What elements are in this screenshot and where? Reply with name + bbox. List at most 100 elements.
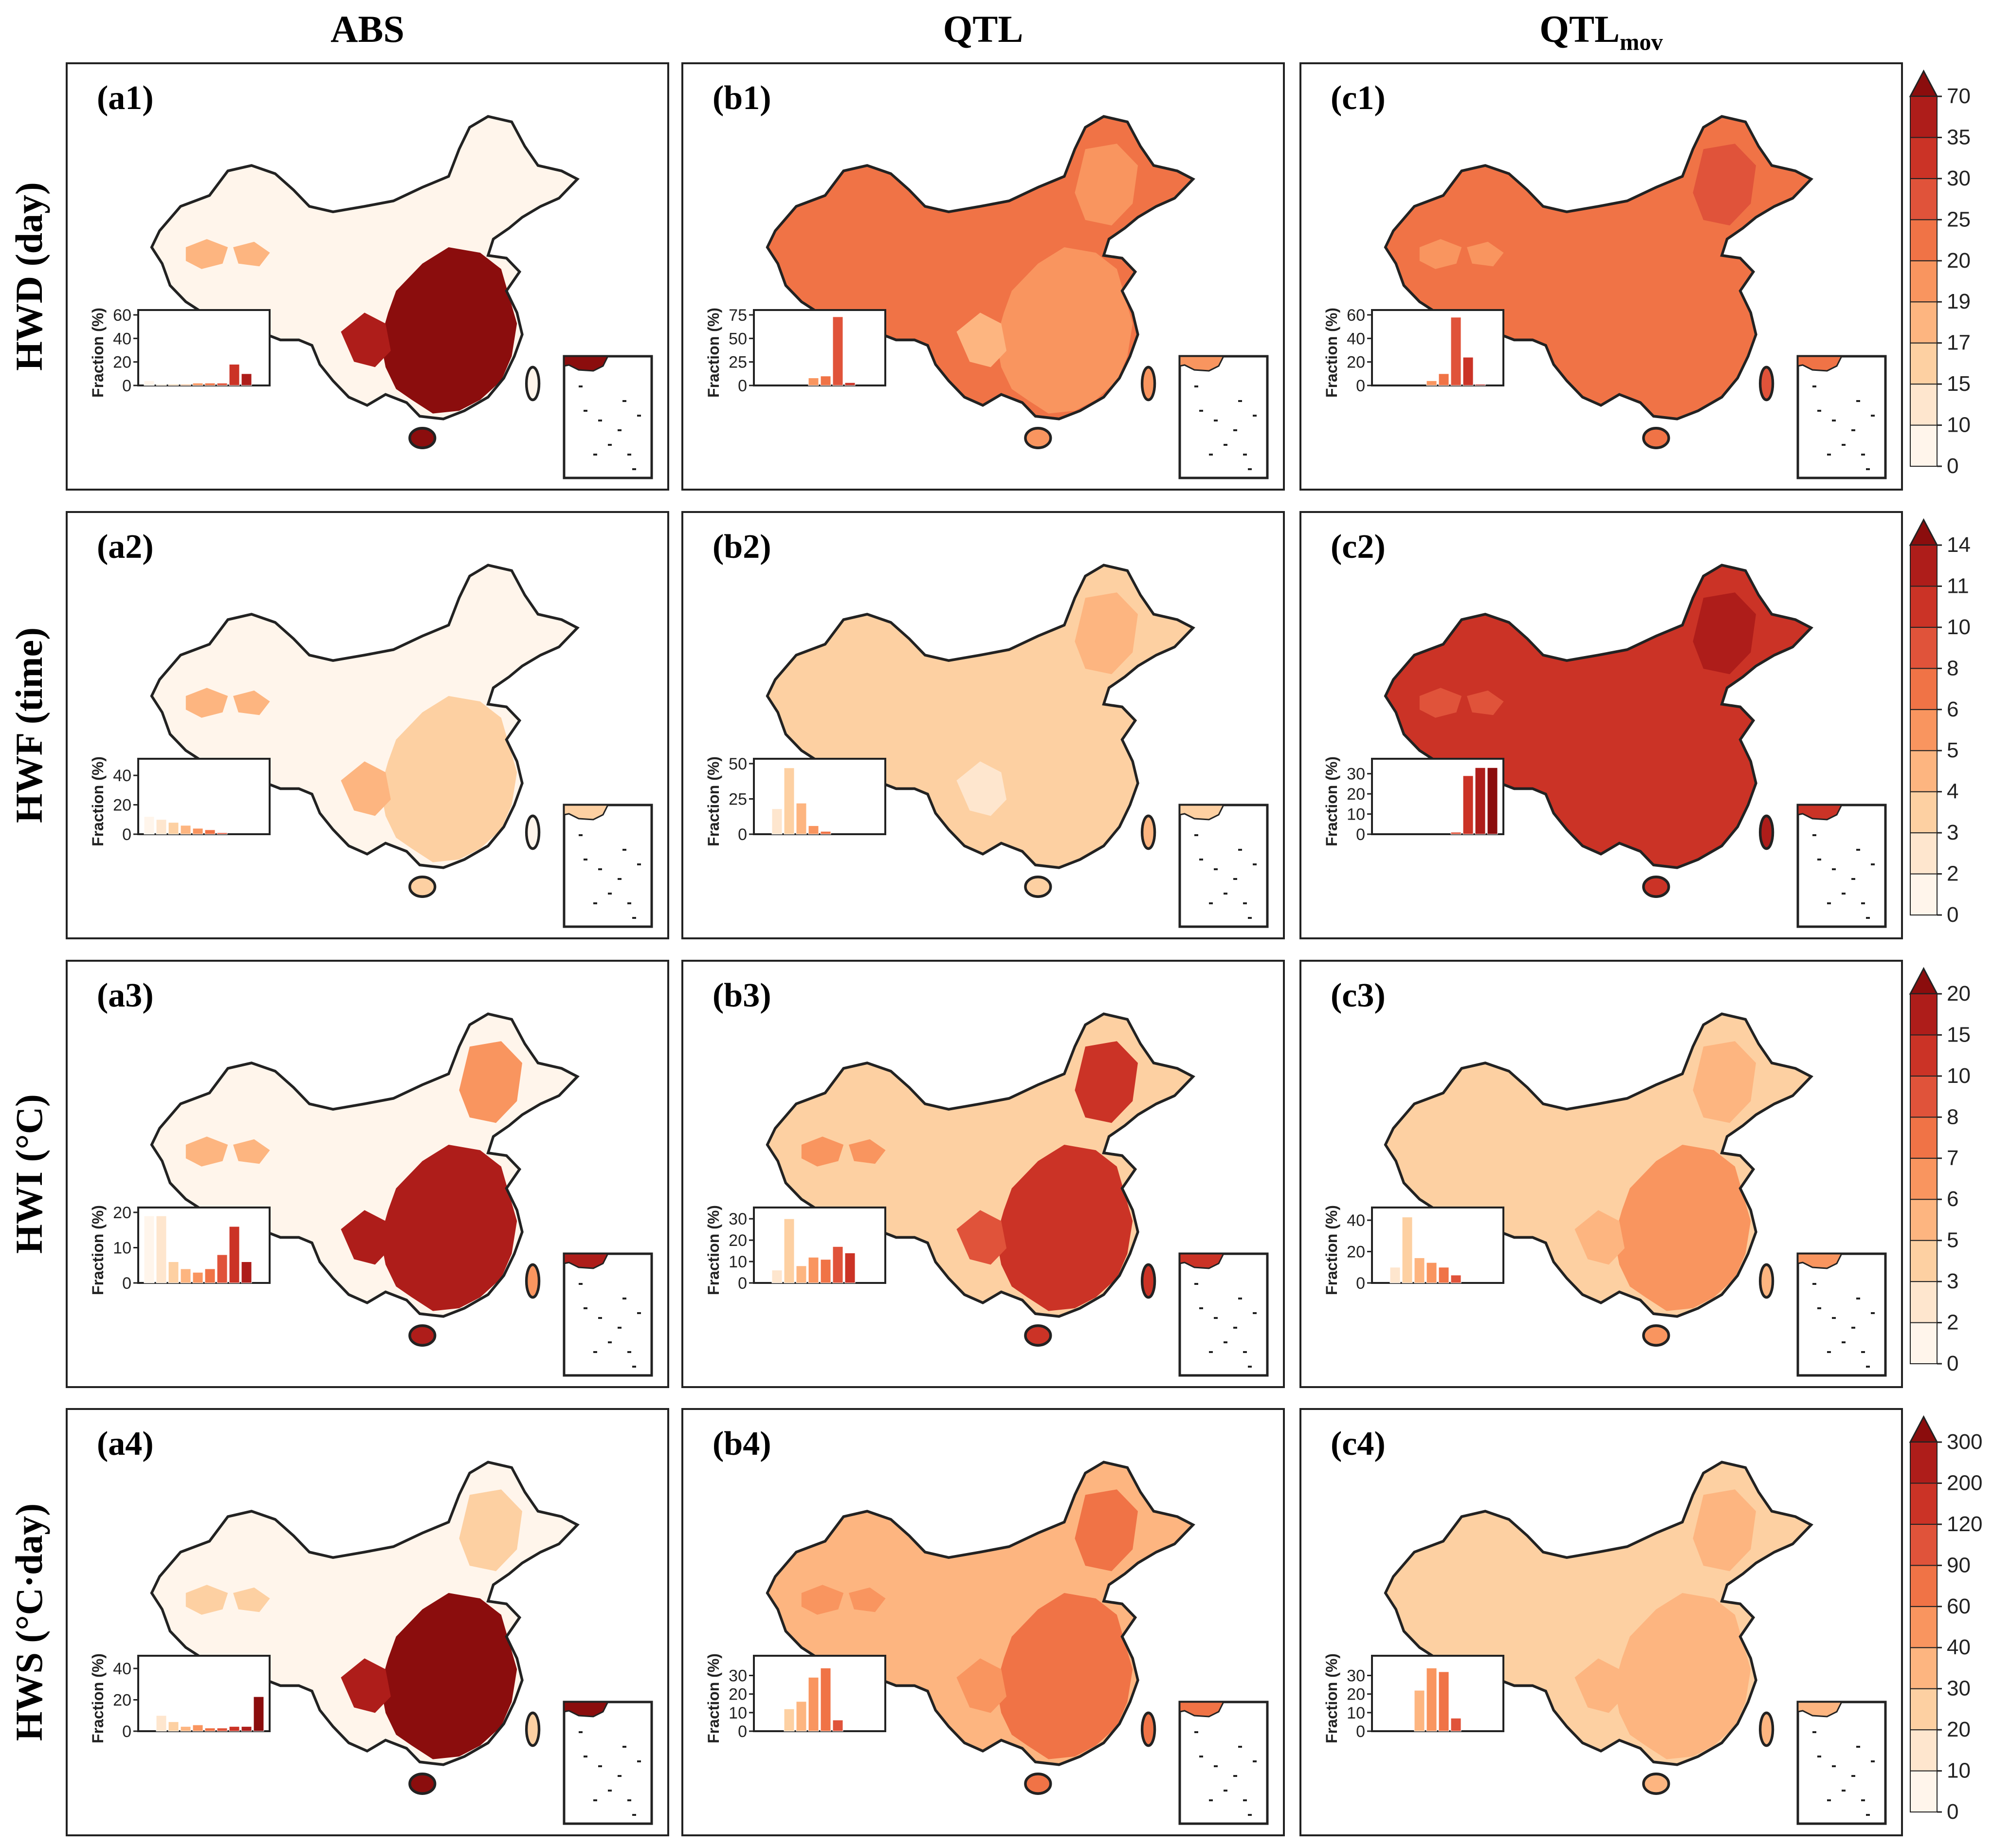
map-region-west-1 bbox=[801, 688, 844, 718]
inset-island-dash bbox=[1243, 1799, 1247, 1801]
inset-coast bbox=[1797, 804, 1843, 821]
inset-island-dash bbox=[1224, 893, 1227, 895]
map-region-southwest bbox=[956, 312, 1006, 367]
inset-island-dash bbox=[1871, 863, 1875, 865]
histogram-ylabel: Fraction (%) bbox=[1323, 1653, 1340, 1743]
colorbar-segment bbox=[1910, 260, 1938, 303]
inset-island-dash bbox=[608, 1790, 612, 1792]
map-region-east bbox=[1614, 696, 1751, 862]
histogram-bar bbox=[192, 828, 203, 835]
inset-histogram: 0 20 40 60 Fraction (%) bbox=[89, 306, 271, 398]
histogram-bar bbox=[217, 1254, 228, 1283]
inset-island-dash bbox=[1224, 1341, 1227, 1343]
panel-svg: 0 20 40 Fraction (%) bbox=[1323, 1012, 1887, 1377]
map-region-northeast bbox=[1075, 144, 1138, 226]
inset-island-dash bbox=[1827, 1351, 1831, 1353]
histogram-ytick-label: 10 bbox=[1347, 805, 1365, 824]
map-region-southwest bbox=[956, 1210, 1006, 1265]
inset-coast bbox=[1179, 1253, 1225, 1269]
inset-island-dash bbox=[1832, 420, 1836, 421]
colorbar-tick-label: 20 bbox=[1947, 1718, 1971, 1741]
map-region-west-2 bbox=[1467, 690, 1504, 715]
histogram-bar bbox=[217, 832, 228, 835]
histogram-bar bbox=[1414, 1690, 1425, 1732]
histogram-ytick-label: 20 bbox=[1347, 785, 1365, 804]
inset-island-dash bbox=[1248, 468, 1252, 470]
south-china-sea-inset bbox=[1796, 1252, 1887, 1377]
histogram-bar bbox=[168, 1721, 179, 1732]
colorbar-row-2: 0 2 3 4 5 6 8 10 11 14 bbox=[1905, 516, 1991, 939]
histogram-ylabel: Fraction (%) bbox=[1323, 1205, 1340, 1295]
inset-island-dash bbox=[1199, 1756, 1203, 1757]
map-region-east bbox=[1614, 247, 1751, 414]
map-region-west-1 bbox=[185, 688, 228, 718]
histogram-ylabel: Fraction (%) bbox=[89, 1205, 107, 1295]
inset-island-dash bbox=[1238, 1298, 1242, 1299]
histogram-bar bbox=[156, 1715, 167, 1732]
colorbar-tick-label: 11 bbox=[1947, 574, 1969, 598]
taiwan-island bbox=[1140, 1263, 1156, 1299]
inset-island-dash bbox=[1194, 385, 1198, 387]
hainan-island bbox=[408, 1324, 437, 1347]
histogram-bar bbox=[1438, 1671, 1449, 1732]
china-outline bbox=[1384, 1012, 1813, 1318]
histogram-bar bbox=[192, 1724, 203, 1732]
taiwan-island bbox=[525, 1711, 541, 1747]
colorbar-segment bbox=[1910, 1034, 1938, 1077]
inset-island-dash bbox=[1827, 454, 1831, 456]
histogram-ytick-label: 30 bbox=[1347, 765, 1365, 784]
inset-island-dash bbox=[1817, 1756, 1821, 1757]
histogram-bar bbox=[156, 819, 167, 835]
map-region-southwest bbox=[341, 1658, 391, 1713]
histogram-bar bbox=[832, 1246, 843, 1283]
inset-island-dash bbox=[1832, 1765, 1836, 1767]
histogram-ytick-label: 20 bbox=[729, 1685, 747, 1704]
inset-histogram: 0 10 20 Fraction (%) bbox=[89, 1204, 271, 1295]
colorbar-tick-label: 300 bbox=[1947, 1430, 1982, 1454]
histogram-ylabel: Fraction (%) bbox=[89, 308, 107, 398]
inset-island-dash bbox=[593, 454, 597, 456]
histogram-ytick-label: 0 bbox=[738, 825, 747, 844]
histogram-bar bbox=[229, 1226, 240, 1283]
inset-island-dash bbox=[637, 863, 641, 865]
china-outline bbox=[150, 1012, 580, 1318]
china-outline bbox=[766, 564, 1195, 869]
histogram-bar bbox=[1463, 775, 1474, 835]
south-china-sea-inset bbox=[1796, 355, 1887, 479]
histogram-ytick-label: 60 bbox=[113, 306, 131, 325]
china-map bbox=[150, 1461, 580, 1795]
histogram-ytick-label: 0 bbox=[122, 825, 131, 844]
china-map bbox=[766, 1461, 1195, 1795]
histogram-bar bbox=[241, 373, 252, 386]
inset-island-dash bbox=[1209, 902, 1213, 904]
histogram-ytick-label: 20 bbox=[113, 353, 131, 372]
panel-c3: 0 20 40 Fraction (%) (c3) bbox=[1299, 960, 1903, 1388]
histogram-ytick-label: 40 bbox=[113, 767, 131, 785]
inset-island-dash bbox=[1861, 454, 1865, 456]
colorbar-segment bbox=[1910, 668, 1938, 710]
histogram-ytick-label: 75 bbox=[729, 306, 747, 325]
histogram-ytick-label: 0 bbox=[738, 1722, 747, 1741]
panel-a1: 0 20 40 60 Fraction (%) (a1) bbox=[66, 62, 669, 491]
map-region-east bbox=[380, 1145, 517, 1311]
histogram-ytick-label: 10 bbox=[729, 1253, 747, 1271]
inset-island-dash bbox=[1243, 1351, 1247, 1353]
histogram-bar bbox=[1450, 832, 1462, 835]
inset-island-dash bbox=[1856, 849, 1860, 851]
map-region-east bbox=[380, 247, 517, 414]
inset-island-dash bbox=[637, 1760, 641, 1762]
taiwan-island bbox=[1758, 1711, 1774, 1747]
inset-island-dash bbox=[622, 849, 626, 851]
histogram-bar bbox=[168, 384, 179, 386]
colorbar-segment bbox=[1910, 178, 1938, 220]
hainan-island bbox=[1024, 1324, 1052, 1347]
colorbar-segment bbox=[1910, 545, 1938, 587]
histogram-ytick-label: 30 bbox=[1347, 1667, 1365, 1685]
inset-island-dash bbox=[1856, 1746, 1860, 1748]
inset-island-dash bbox=[1817, 859, 1821, 860]
inset-island-dash bbox=[598, 868, 602, 870]
china-outline bbox=[150, 564, 580, 869]
panel-a2: 0 20 40 Fraction (%) (a2) bbox=[66, 511, 669, 939]
colorbar-tick-label: 7 bbox=[1947, 1146, 1958, 1170]
